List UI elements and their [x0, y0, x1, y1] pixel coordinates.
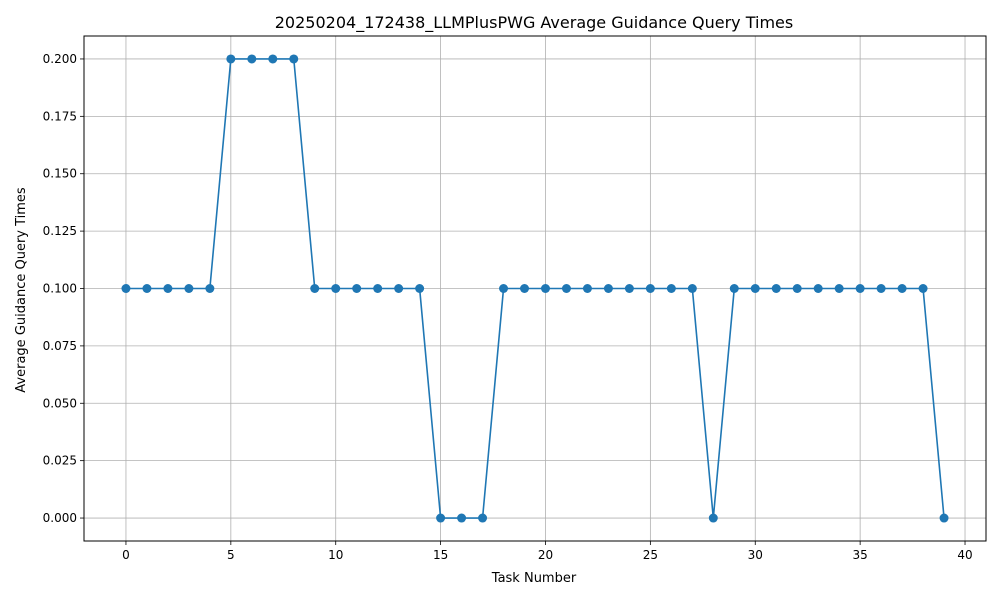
y-tick-label: 0.200 — [43, 52, 77, 66]
data-point-marker — [813, 284, 823, 293]
data-point-marker — [436, 513, 446, 523]
data-point-marker — [268, 54, 278, 64]
x-tick-label: 0 — [122, 548, 130, 562]
data-point-marker — [163, 284, 173, 293]
data-point-marker — [226, 54, 236, 64]
x-axis-label: Task Number — [491, 571, 577, 586]
x-tick-label: 35 — [852, 548, 867, 562]
data-point-marker — [478, 513, 488, 523]
data-point-marker — [184, 284, 194, 293]
x-tick-label: 5 — [227, 548, 235, 562]
data-point-marker — [394, 284, 404, 293]
x-tick-label: 40 — [957, 548, 972, 562]
x-tick-label: 20 — [538, 548, 553, 562]
data-point-marker — [855, 284, 865, 293]
x-tick-label: 15 — [433, 548, 448, 562]
axis-layer: 0 5 10 15 20 25 30 35 40 0.000 0.025 0.050 0.075 0.10… — [43, 52, 973, 562]
data-point-marker — [373, 284, 383, 293]
data-point-marker — [540, 284, 550, 293]
data-point-marker — [352, 284, 362, 293]
data-point-marker — [876, 284, 886, 293]
data-point-marker — [561, 284, 571, 293]
chart-title: 20250204_172438_LLMPlusPWG Average Guida… — [275, 13, 793, 33]
data-point-marker — [645, 284, 655, 293]
data-point-marker — [310, 284, 320, 293]
y-axis-label: Average Guidance Query Times — [14, 187, 29, 393]
y-tick-label: 0.175 — [43, 109, 77, 123]
data-point-marker — [603, 284, 613, 293]
data-point-marker — [289, 54, 299, 64]
data-point-marker — [121, 284, 131, 293]
data-point-marker — [729, 284, 739, 293]
data-point-marker — [897, 284, 907, 293]
y-tick-label: 0.050 — [43, 396, 77, 410]
series-layer — [121, 54, 949, 523]
series-line — [125, 58, 945, 519]
data-point-marker — [205, 284, 215, 293]
data-point-marker — [918, 284, 928, 293]
data-point-marker — [834, 284, 844, 293]
y-tick-label: 0.125 — [43, 224, 77, 238]
data-point-marker — [750, 284, 760, 293]
y-tick-label: 0.025 — [43, 454, 77, 468]
y-tick-label: 0.100 — [43, 282, 77, 296]
y-tick-label: 0.150 — [43, 167, 77, 181]
data-point-marker — [771, 284, 781, 293]
y-tick-label: 0.000 — [43, 511, 77, 525]
data-point-marker — [687, 284, 697, 293]
data-point-marker — [582, 284, 592, 293]
data-point-marker — [142, 284, 152, 293]
data-point-marker — [457, 513, 467, 523]
data-point-marker — [499, 284, 509, 293]
data-point-marker — [708, 513, 718, 523]
data-point-marker — [624, 284, 634, 293]
data-point-marker — [415, 284, 425, 293]
x-tick-label: 25 — [643, 548, 658, 562]
data-point-marker — [666, 284, 676, 293]
x-tick-label: 10 — [328, 548, 343, 562]
data-point-marker — [939, 513, 949, 523]
data-point-marker — [520, 284, 530, 293]
y-tick-label: 0.075 — [43, 339, 77, 353]
data-point-marker — [247, 54, 257, 64]
data-point-marker — [331, 284, 341, 293]
data-point-marker — [792, 284, 802, 293]
x-tick-label: 30 — [748, 548, 763, 562]
